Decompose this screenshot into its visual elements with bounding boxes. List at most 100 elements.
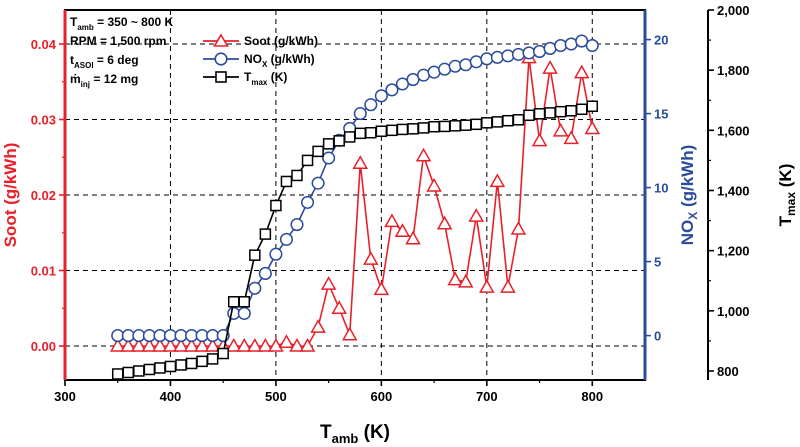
- soot-point: [552, 122, 569, 137]
- legend-marker-tmax: [215, 71, 227, 83]
- nox-point: [480, 52, 494, 66]
- tmax-point: [365, 126, 377, 139]
- tmax-point: [481, 117, 493, 129]
- tmax-tick-label: 800: [717, 364, 739, 379]
- tmax-point: [375, 125, 388, 137]
- soot-tick-label: 0.01: [31, 264, 56, 279]
- x-tick-label: 500: [265, 389, 287, 404]
- legend-label-nox: NOX (g/kWh): [244, 52, 315, 69]
- soot-point: [236, 337, 253, 352]
- tmax-point: [206, 353, 219, 365]
- tmax-point: [154, 362, 166, 374]
- x-tick-label: 300: [54, 389, 76, 404]
- legend-item-soot: Soot (g/kWh): [203, 33, 318, 48]
- soot-point: [131, 337, 147, 352]
- tmax-point: [554, 105, 567, 118]
- soot-point: [373, 281, 390, 296]
- tmax-point: [470, 118, 483, 131]
- tmax-point: [586, 100, 599, 113]
- nox-tick-label: 5: [654, 255, 661, 270]
- annotation-line-1: Tamb = 350 ~ 800 K: [70, 15, 174, 32]
- legend-label-tmax: Tmax (K): [244, 70, 287, 87]
- nox-tick-label: 0: [654, 329, 661, 344]
- soot-point: [183, 337, 200, 352]
- legend-marker-soot: [213, 33, 229, 47]
- tmax-point: [122, 366, 135, 379]
- soot-point: [426, 177, 442, 192]
- nox-point: [585, 38, 599, 53]
- annotation-line-2: RPM = 1,500 rpm: [70, 34, 166, 48]
- nox-point: [501, 49, 515, 63]
- tmax-point: [133, 365, 145, 377]
- soot-axis-title: Soot (g/kWh): [1, 143, 20, 248]
- soot-point: [278, 334, 295, 348]
- soot-tick-label: 0.04: [31, 37, 57, 52]
- soot-point: [489, 173, 506, 188]
- tmax-point: [111, 368, 124, 380]
- soot-point: [468, 208, 485, 222]
- axes: 300 400 500 600 700 800 0.00 0.01 0.02 0.03 0.04 0 5…: [31, 3, 750, 404]
- nox-point: [416, 68, 431, 82]
- nox-point: [269, 247, 283, 261]
- soot-point: [341, 326, 358, 341]
- legend-item-tmax: Tmax (K): [203, 70, 287, 87]
- soot-tick-label: 0.02: [31, 188, 56, 203]
- soot-point: [479, 279, 495, 293]
- nox-point: [532, 44, 547, 58]
- soot-point: [331, 300, 347, 315]
- soot-point: [268, 337, 284, 352]
- soot-point: [299, 337, 316, 352]
- nox-point: [248, 281, 262, 295]
- soot-point: [384, 213, 400, 228]
- soot-point: [394, 223, 411, 237]
- nox-point: [543, 41, 557, 56]
- tmax-point: [227, 296, 240, 308]
- nox-axis-title: NOX (g/kWh): [678, 145, 700, 246]
- nox-point: [448, 59, 462, 73]
- tmax-tick-label: 1,200: [717, 244, 750, 259]
- tmax-point: [417, 122, 430, 134]
- soot-point: [363, 251, 379, 265]
- tmax-tick-label: 2,000: [717, 3, 750, 18]
- legend-item-nox: NOX (g/kWh): [203, 52, 315, 69]
- tmax-point: [459, 119, 472, 131]
- annotation-line-4: ṁinj = 12 mg: [70, 72, 138, 89]
- tmax-point: [143, 363, 156, 376]
- tmax-point: [238, 296, 251, 308]
- annotation-box: Tamb = 350 ~ 800 K RPM = 1,500 rpm tASOI…: [70, 15, 174, 89]
- legend: Soot (g/kWh) NOX (g/kWh) Tmax (K): [203, 33, 318, 87]
- tmax-point: [396, 123, 409, 136]
- soot-point: [584, 120, 601, 135]
- nox-point: [237, 306, 251, 320]
- soot-point: [310, 319, 326, 333]
- soot-point: [109, 337, 126, 352]
- tmax-point: [175, 359, 187, 371]
- tmax-point: [291, 169, 303, 182]
- tmax-axis-title: Tmax (K): [776, 164, 798, 227]
- tmax-point: [491, 116, 504, 128]
- soot-point: [415, 147, 432, 162]
- tmax-point: [322, 138, 335, 150]
- nox-point: [522, 46, 536, 60]
- tmax-point: [502, 114, 514, 127]
- nox-point: [490, 50, 504, 64]
- nox-point: [564, 37, 578, 51]
- tmax-point: [533, 108, 546, 120]
- tmax-point: [301, 154, 314, 167]
- soot-point: [531, 132, 548, 147]
- tmax-point: [164, 360, 177, 373]
- tmax-tick-label: 1,600: [717, 123, 750, 138]
- tmax-tick-label: 1,400: [717, 183, 750, 198]
- soot-point: [405, 230, 421, 245]
- tmax-point: [512, 114, 525, 126]
- nox-point: [290, 218, 304, 232]
- soot-point: [225, 337, 242, 352]
- x-tick-label: 600: [371, 389, 393, 404]
- nox-point: [438, 62, 452, 76]
- x-tick-label: 400: [160, 389, 182, 404]
- tmax-point: [386, 124, 398, 137]
- soot-point: [457, 273, 474, 288]
- nox-point: [311, 176, 325, 190]
- soot-point: [563, 130, 579, 145]
